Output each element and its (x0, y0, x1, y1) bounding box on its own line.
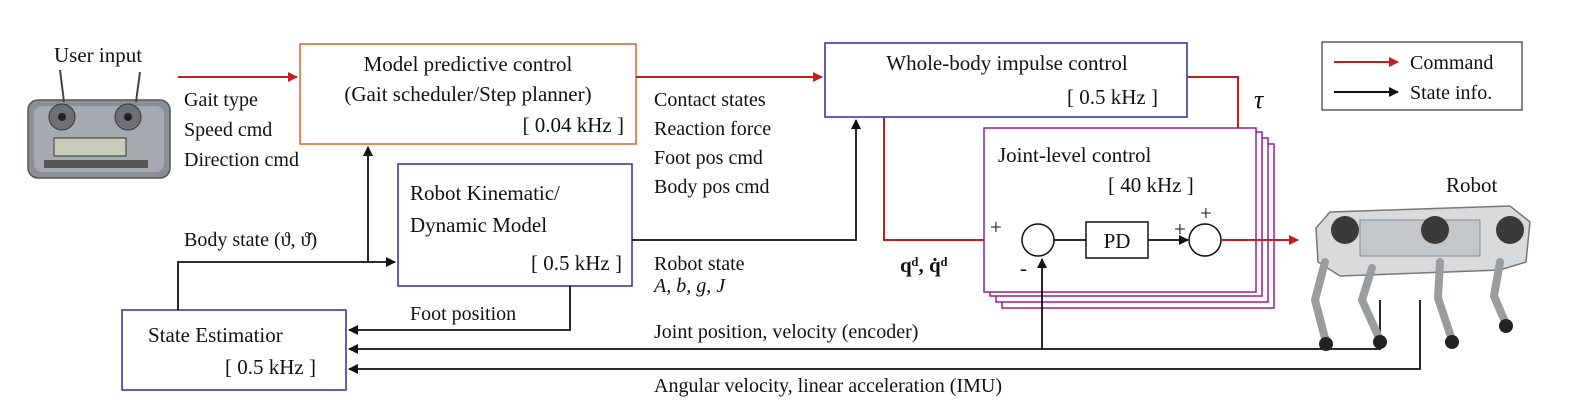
arrow-robot-state (632, 119, 861, 241)
sum1-plus: + (990, 215, 1002, 239)
sum2-plus-top: + (1200, 201, 1212, 225)
legend-box (1321, 41, 1523, 111)
mpc-output-body: Body pos cmd (654, 176, 770, 198)
sum2-plus-left: + (1174, 217, 1186, 241)
estimator-title: State Estimatior (148, 323, 283, 347)
mpc-title-2: (Gait scheduler/Step planner) (344, 82, 591, 106)
mpc-output-contact: Contact states (654, 89, 766, 111)
desired-q-label: qᵈ, q̇ᵈ (900, 253, 948, 277)
estimator-rate: [ 0.5 kHz ] (225, 355, 316, 379)
joint-feedback-label: Joint position, velocity (encoder) (654, 321, 918, 343)
arrow-desired-q (883, 117, 1018, 245)
mpc-box (299, 43, 637, 145)
model-rate: [ 0.5 kHz ] (531, 251, 622, 275)
cmd-gait: Gait type (184, 89, 258, 111)
sum-junction-2 (1188, 223, 1222, 257)
mpc-title-1: Model predictive control (364, 52, 573, 76)
tau-label: τ (1254, 85, 1265, 114)
sum-junction-1 (1021, 223, 1055, 257)
model-box (397, 163, 633, 287)
legend-command-label: Command (1410, 52, 1493, 74)
joint-box (983, 127, 1257, 293)
model-title-1: Robot Kinematic/ (410, 181, 560, 205)
wbic-title: Whole-body impulse control (886, 51, 1128, 75)
estimator-box (121, 309, 347, 391)
pd-block (1085, 221, 1149, 259)
arrow-foot-position (348, 286, 571, 335)
cmd-direction: Direction cmd (184, 149, 299, 171)
rc-transmitter-icon (27, 69, 171, 179)
cmd-speed: Speed cmd (184, 119, 272, 141)
model-title-2: Dynamic Model (410, 213, 547, 237)
quadruped-robot-icon (1310, 205, 1531, 351)
arrow-body-state-model (177, 257, 396, 310)
mpc-output-force: Reaction force (654, 118, 771, 140)
foot-position-label: Foot position (410, 303, 516, 325)
robot-state-label: Robot state (654, 253, 745, 275)
mpc-rate: [ 0.04 kHz ] (523, 113, 624, 137)
user-input-label: User input (54, 43, 142, 67)
imu-feedback-label: Angular velocity, linear acceleration (I… (654, 375, 1002, 397)
pd-label: PD (1104, 229, 1131, 253)
robot-label: Robot (1446, 173, 1498, 197)
arrow-imu-feedback (348, 300, 1421, 374)
wbic-rate: [ 0.5 kHz ] (1067, 85, 1158, 109)
legend-state-label: State info. (1410, 82, 1492, 104)
joint-rate: [ 40 kHz ] (1108, 173, 1194, 197)
wbic-box (824, 42, 1188, 118)
mpc-output-foot: Foot pos cmd (654, 147, 763, 169)
joint-title: Joint-level control (998, 143, 1152, 167)
sum1-minus: - (1020, 256, 1027, 280)
body-state-label: Body state (ϑ, ϑ̇) (184, 229, 317, 251)
robot-state-vars: A, b, g, J (652, 275, 726, 297)
